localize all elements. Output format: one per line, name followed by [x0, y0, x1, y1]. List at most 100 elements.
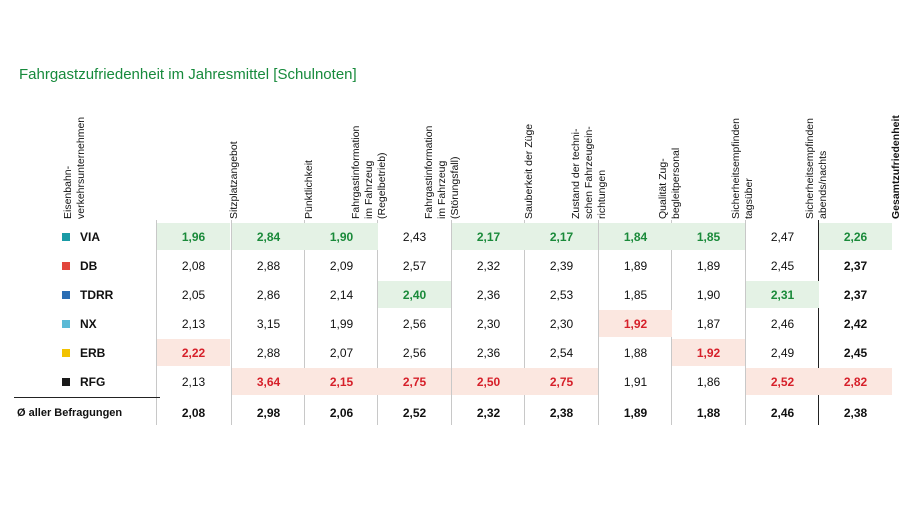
operator-color-swatch: [62, 261, 70, 270]
table-cell: 2,13: [181, 316, 206, 331]
table-row: ERB 2,22 2,88 2,07 2,56 2,36 2,54 1,88 1,92 2,49 2…: [0, 338, 905, 367]
table-row: TDRR 2,05 2,86 2,14 2,40 2,36 2,53 1,85 1,90 2,31…: [0, 280, 905, 309]
chart-title: Fahrgastzufriedenheit im Jahresmittel [S…: [19, 66, 357, 83]
operator-name: VIA: [80, 229, 101, 244]
table-cell: 3,64: [232, 368, 305, 395]
table-row: RFG 2,13 3,64 2,15 2,75 2,50 2,75 1,91 1,86 2,52 2…: [0, 367, 905, 396]
operator-name: NX: [80, 316, 97, 331]
average-cell: 2,32: [476, 405, 501, 420]
table-cell: 2,36: [476, 287, 501, 302]
column-header: Fahrgastinformation im Fahrzeug (Regelbe…: [319, 103, 393, 219]
column-divider: [451, 220, 452, 425]
table-cell: 1,96: [157, 223, 230, 250]
table-cell: 2,45: [843, 345, 868, 360]
average-cell: 2,08: [181, 405, 206, 420]
column-divider: [598, 220, 599, 425]
column-header-label: Pünktlichkeit: [303, 160, 315, 219]
table-cell: 1,92: [599, 310, 672, 337]
average-separator: [14, 397, 160, 398]
table-cell: 2,39: [549, 258, 574, 273]
column-header: Gesamtzufriedenheit: [833, 103, 905, 219]
table-cell: 1,92: [672, 339, 745, 366]
column-header: Sauberkeit der Züge: [466, 103, 540, 219]
average-cell: 2,46: [770, 405, 795, 420]
table-cell: 1,85: [623, 287, 648, 302]
average-cell: 1,88: [696, 405, 721, 420]
table-cell: 2,22: [157, 339, 230, 366]
table-row: DB 2,08 2,88 2,09 2,57 2,32 2,39 1,89 1,89 2,45 2,…: [0, 251, 905, 280]
table-cell: 2,08: [181, 258, 206, 273]
operator-color-swatch: [62, 232, 70, 241]
table-cell: 2,17: [452, 223, 525, 250]
table-cell: 1,90: [305, 223, 378, 250]
table-cell: 1,89: [696, 258, 721, 273]
table-cell: 2,49: [770, 345, 795, 360]
table-cell: 2,50: [452, 368, 525, 395]
table-cell: 2,26: [819, 223, 892, 250]
table-cell: 2,88: [256, 345, 281, 360]
table-cell: 2,32: [476, 258, 501, 273]
table-cell: 2,82: [819, 368, 892, 395]
row-header-title: Eisenbahn- verkehrsunternehmen: [44, 103, 94, 219]
table-cell: 2,56: [402, 345, 427, 360]
operator-label: DB: [62, 251, 97, 280]
table-cell: 2,52: [746, 368, 819, 395]
average-row: Ø aller Befragungen 2,08 2,98 2,06 2,52 2,32 2…: [0, 399, 905, 426]
operator-color-swatch: [62, 290, 70, 299]
table-cell: 1,87: [696, 316, 721, 331]
table-cell: 1,86: [696, 374, 721, 389]
column-header-label: Gesamtzufriedenheit: [890, 115, 902, 219]
table-cell: 3,15: [256, 316, 281, 331]
column-header-label: Qualität Zug- begleitpersonal: [657, 147, 682, 219]
column-header-label: Sauberkeit der Züge: [523, 123, 535, 219]
table-cell: 2,15: [305, 368, 378, 395]
operator-label: ERB: [62, 338, 105, 367]
operator-label: NX: [62, 309, 97, 338]
column-header: Sicherheitsempfinden tagsüber: [686, 103, 760, 219]
table-cell: 1,90: [696, 287, 721, 302]
table-cell: 1,84: [599, 223, 672, 250]
column-divider: [156, 220, 157, 425]
table-cell: 2,46: [770, 316, 795, 331]
column-header: Sicherheitsempfinden abends/nachts: [760, 103, 834, 219]
row-header-label: Eisenbahn- verkehrsunternehmen: [62, 116, 87, 219]
average-cell: 2,38: [843, 405, 868, 420]
column-header-label: Sitzplatzangebot: [228, 141, 240, 219]
table-cell: 2,54: [549, 345, 574, 360]
column-divider: [745, 220, 746, 425]
column-header: Qualität Zug- begleitpersonal: [613, 103, 687, 219]
table-cell: 1,91: [623, 374, 648, 389]
average-cell: 2,98: [256, 405, 281, 420]
table-cell: 1,85: [672, 223, 745, 250]
column-header-label: Fahrgastinformation im Fahrzeug (Regelbe…: [350, 125, 388, 219]
table-cell: 2,13: [181, 374, 206, 389]
operator-color-swatch: [62, 348, 70, 357]
table-cell: 2,36: [476, 345, 501, 360]
column-header: Zustand der techni- schen Fahrzeugein- r…: [539, 103, 613, 219]
table-cell: 2,43: [402, 229, 427, 244]
operator-color-swatch: [62, 377, 70, 386]
average-cell: 2,52: [402, 405, 427, 420]
table-cell: 2,45: [770, 258, 795, 273]
table-cell: 2,57: [402, 258, 427, 273]
table-cell: 1,89: [623, 258, 648, 273]
column-header-label: Sicherheitsempfinden abends/nachts: [804, 118, 829, 219]
column-header: Pünktlichkeit: [246, 103, 320, 219]
table-row: VIA 1,96 2,84 1,90 2,43 2,17 2,17 1,84 1,85 2,47 2…: [0, 222, 905, 251]
column-divider: [304, 220, 305, 425]
operator-label: VIA: [62, 222, 100, 251]
table-cell: 2,88: [256, 258, 281, 273]
table-cell: 1,88: [623, 345, 648, 360]
column-header-label: Fahrgastinformation im Fahrzeug (Störung…: [423, 125, 461, 219]
column-divider: [377, 220, 378, 425]
table-cell: 2,84: [232, 223, 305, 250]
operator-color-swatch: [62, 319, 70, 328]
column-header: Fahrgastinformation im Fahrzeug (Störung…: [392, 103, 466, 219]
column-header-label: Sicherheitsempfinden tagsüber: [730, 118, 755, 219]
column-header-label: Zustand der techni- schen Fahrzeugein- r…: [570, 126, 608, 219]
table-cell: 2,56: [402, 316, 427, 331]
column-divider: [818, 220, 819, 425]
table-row: NX 2,13 3,15 1,99 2,56 2,30 2,30 1,92 1,87 2,46 2,…: [0, 309, 905, 338]
table-cell: 2,47: [770, 229, 795, 244]
